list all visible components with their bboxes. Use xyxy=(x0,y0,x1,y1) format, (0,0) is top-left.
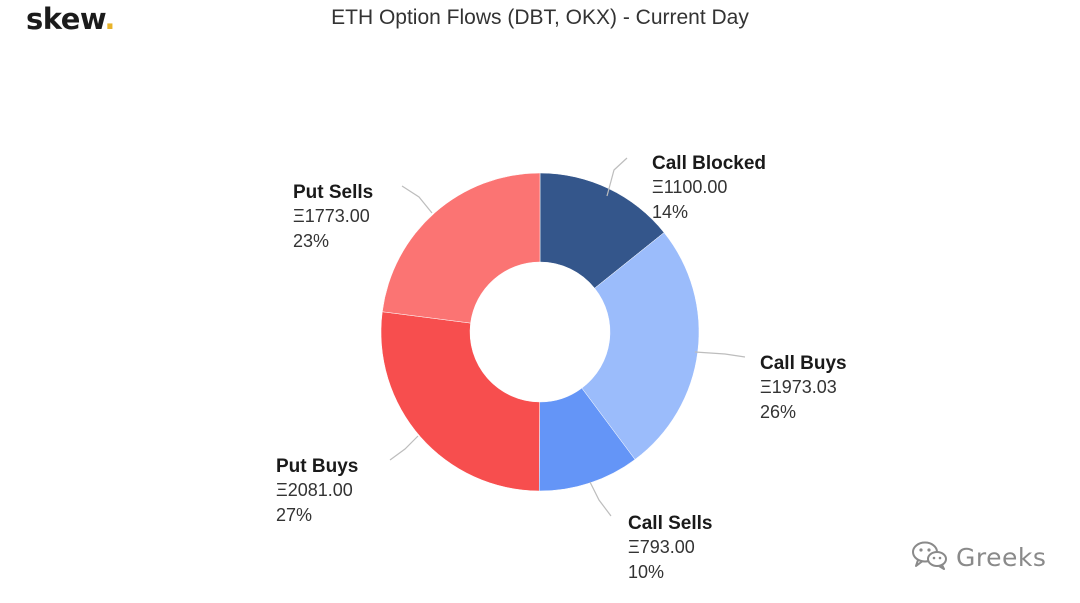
donut-slices xyxy=(380,172,700,492)
slice-put-sells xyxy=(382,172,541,324)
slice-call-buys xyxy=(581,232,700,460)
slice-label-name-call-buys: Call Buys xyxy=(760,353,847,374)
slice-label-percent-put-buys: 27% xyxy=(276,505,312,525)
skew-logo: skew. xyxy=(26,2,115,36)
slice-label-name-call-sells: Call Sells xyxy=(628,513,713,534)
leader-line-call-buys xyxy=(694,351,746,358)
slice-label-percent-call-buys: 26% xyxy=(760,402,796,422)
slice-put-buys xyxy=(380,311,540,492)
slice-label-name-put-sells: Put Sells xyxy=(293,182,373,203)
slice-label-name-call-blocked: Call Blocked xyxy=(652,153,766,174)
slice-call-blocked xyxy=(539,172,665,289)
leader-line-call-blocked xyxy=(606,157,628,197)
leader-line-put-sells xyxy=(401,185,433,214)
slice-label-name-put-buys: Put Buys xyxy=(276,456,358,477)
slice-label-value-call-buys: Ξ1973.03 xyxy=(760,377,837,397)
label-leader-lines xyxy=(389,157,746,517)
slice-label-percent-call-sells: 10% xyxy=(628,562,664,582)
watermark-text: Greeks xyxy=(956,542,1047,572)
leader-line-call-sells xyxy=(589,481,612,517)
slice-label-percent-put-sells: 23% xyxy=(293,231,329,251)
watermark: Greeks xyxy=(910,540,1046,574)
slice-label-value-call-blocked: Ξ1100.00 xyxy=(652,177,727,197)
chart-title: ETH Option Flows (DBT, OKX) - Current Da… xyxy=(331,6,749,29)
wechat-icon xyxy=(910,540,950,575)
brand-dot: . xyxy=(104,2,115,36)
slice-label-value-put-buys: Ξ2081.00 xyxy=(276,480,353,500)
slice-labels: Call Blocked Ξ1100.00 14% Call Buys Ξ1973.03… xyxy=(276,153,847,582)
brand-name: skew xyxy=(26,2,105,36)
slice-label-value-put-sells: Ξ1773.00 xyxy=(293,206,370,226)
slice-label-percent-call-blocked: 14% xyxy=(652,202,688,222)
slice-label-value-call-sells: Ξ793.00 xyxy=(628,537,695,557)
leader-line-put-buys xyxy=(389,435,419,461)
